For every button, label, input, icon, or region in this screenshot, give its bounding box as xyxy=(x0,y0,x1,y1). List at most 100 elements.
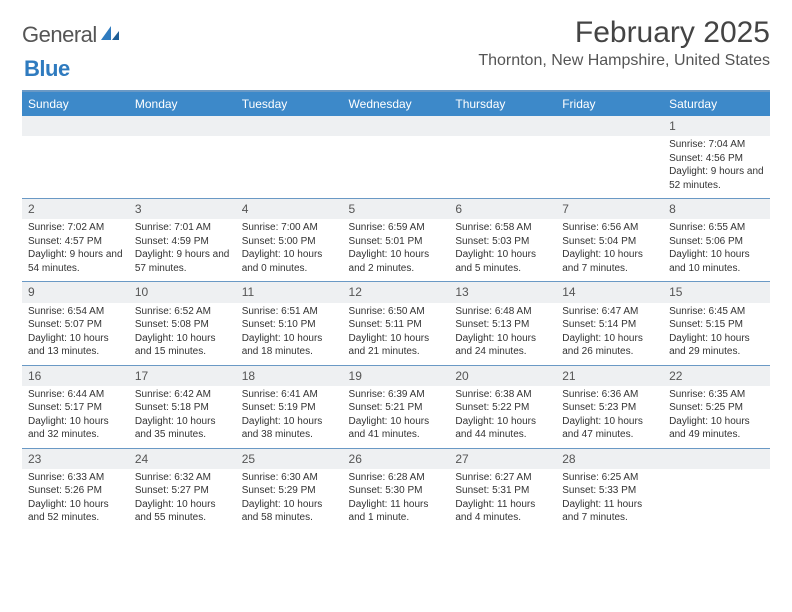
day-detail-line: Sunrise: 6:56 AM xyxy=(562,221,657,235)
day-detail-line: Daylight: 10 hours and 29 minutes. xyxy=(669,332,764,359)
week-number-row: 1 xyxy=(22,116,770,136)
day-detail-line: Sunrise: 6:38 AM xyxy=(455,388,550,402)
day-number-cell: 28 xyxy=(556,448,663,469)
day-detail-line: Sunset: 5:21 PM xyxy=(349,401,444,415)
day-detail-line: Sunset: 5:27 PM xyxy=(135,484,230,498)
day-detail-line: Sunset: 5:11 PM xyxy=(349,318,444,332)
day-detail-line: Daylight: 10 hours and 18 minutes. xyxy=(242,332,337,359)
day-detail-cell xyxy=(343,136,450,199)
day-number-cell: 22 xyxy=(663,365,770,386)
day-detail-cell: Sunrise: 6:54 AMSunset: 5:07 PMDaylight:… xyxy=(22,303,129,366)
day-detail-cell xyxy=(129,136,236,199)
day-number-cell: 20 xyxy=(449,365,556,386)
day-detail-line: Sunrise: 6:25 AM xyxy=(562,471,657,485)
day-number-cell: 25 xyxy=(236,448,343,469)
day-detail-line: Sunrise: 7:04 AM xyxy=(669,138,764,152)
day-number-cell: 21 xyxy=(556,365,663,386)
day-number-cell: 1 xyxy=(663,116,770,136)
col-monday: Monday xyxy=(129,92,236,116)
day-detail-cell: Sunrise: 6:52 AMSunset: 5:08 PMDaylight:… xyxy=(129,303,236,366)
day-detail-line: Sunrise: 7:00 AM xyxy=(242,221,337,235)
day-detail-line: Daylight: 10 hours and 52 minutes. xyxy=(28,498,123,525)
day-detail-cell: Sunrise: 6:27 AMSunset: 5:31 PMDaylight:… xyxy=(449,469,556,531)
day-detail-line: Daylight: 10 hours and 10 minutes. xyxy=(669,248,764,275)
day-detail-line: Sunrise: 6:27 AM xyxy=(455,471,550,485)
day-detail-cell: Sunrise: 7:00 AMSunset: 5:00 PMDaylight:… xyxy=(236,219,343,282)
day-detail-cell: Sunrise: 6:33 AMSunset: 5:26 PMDaylight:… xyxy=(22,469,129,531)
day-number-cell: 15 xyxy=(663,282,770,303)
day-number-cell: 8 xyxy=(663,199,770,220)
day-number-cell: 12 xyxy=(343,282,450,303)
day-detail-line: Sunrise: 7:02 AM xyxy=(28,221,123,235)
day-detail-cell: Sunrise: 6:59 AMSunset: 5:01 PMDaylight:… xyxy=(343,219,450,282)
col-sunday: Sunday xyxy=(22,92,129,116)
week-detail-row: Sunrise: 7:04 AMSunset: 4:56 PMDaylight:… xyxy=(22,136,770,199)
day-detail-cell: Sunrise: 6:55 AMSunset: 5:06 PMDaylight:… xyxy=(663,219,770,282)
day-detail-cell: Sunrise: 6:35 AMSunset: 5:25 PMDaylight:… xyxy=(663,386,770,449)
day-detail-cell xyxy=(449,136,556,199)
day-detail-line: Sunset: 5:08 PM xyxy=(135,318,230,332)
day-number-cell xyxy=(343,116,450,136)
day-number-cell: 3 xyxy=(129,199,236,220)
day-detail-line: Sunrise: 6:45 AM xyxy=(669,305,764,319)
day-detail-line: Daylight: 10 hours and 15 minutes. xyxy=(135,332,230,359)
day-detail-line: Sunset: 5:30 PM xyxy=(349,484,444,498)
day-detail-line: Sunset: 5:26 PM xyxy=(28,484,123,498)
day-detail-cell: Sunrise: 6:50 AMSunset: 5:11 PMDaylight:… xyxy=(343,303,450,366)
col-tuesday: Tuesday xyxy=(236,92,343,116)
day-detail-cell: Sunrise: 6:56 AMSunset: 5:04 PMDaylight:… xyxy=(556,219,663,282)
day-detail-line: Daylight: 10 hours and 58 minutes. xyxy=(242,498,337,525)
day-detail-line: Daylight: 10 hours and 55 minutes. xyxy=(135,498,230,525)
day-detail-cell xyxy=(22,136,129,199)
day-detail-line: Daylight: 10 hours and 26 minutes. xyxy=(562,332,657,359)
day-detail-line: Daylight: 10 hours and 7 minutes. xyxy=(562,248,657,275)
day-detail-line: Sunset: 5:23 PM xyxy=(562,401,657,415)
day-detail-cell: Sunrise: 6:30 AMSunset: 5:29 PMDaylight:… xyxy=(236,469,343,531)
day-detail-line: Daylight: 10 hours and 49 minutes. xyxy=(669,415,764,442)
day-detail-line: Sunrise: 6:51 AM xyxy=(242,305,337,319)
day-detail-line: Sunrise: 6:48 AM xyxy=(455,305,550,319)
day-detail-cell: Sunrise: 6:32 AMSunset: 5:27 PMDaylight:… xyxy=(129,469,236,531)
day-number-cell: 26 xyxy=(343,448,450,469)
calendar-table: Sunday Monday Tuesday Wednesday Thursday… xyxy=(22,92,770,531)
day-detail-line: Sunrise: 6:50 AM xyxy=(349,305,444,319)
day-number-cell: 16 xyxy=(22,365,129,386)
day-detail-cell: Sunrise: 7:04 AMSunset: 4:56 PMDaylight:… xyxy=(663,136,770,199)
day-detail-cell: Sunrise: 6:38 AMSunset: 5:22 PMDaylight:… xyxy=(449,386,556,449)
day-detail-line: Sunset: 5:07 PM xyxy=(28,318,123,332)
day-detail-line: Daylight: 9 hours and 54 minutes. xyxy=(28,248,123,275)
day-detail-cell: Sunrise: 6:58 AMSunset: 5:03 PMDaylight:… xyxy=(449,219,556,282)
day-detail-line: Sunrise: 6:32 AM xyxy=(135,471,230,485)
day-number-cell: 9 xyxy=(22,282,129,303)
day-number-cell: 23 xyxy=(22,448,129,469)
day-detail-cell xyxy=(663,469,770,531)
day-detail-line: Sunset: 5:13 PM xyxy=(455,318,550,332)
day-number-cell xyxy=(663,448,770,469)
day-number-cell: 4 xyxy=(236,199,343,220)
day-detail-line: Sunset: 4:59 PM xyxy=(135,235,230,249)
day-detail-line: Sunset: 5:10 PM xyxy=(242,318,337,332)
day-detail-cell: Sunrise: 6:44 AMSunset: 5:17 PMDaylight:… xyxy=(22,386,129,449)
day-number-cell: 11 xyxy=(236,282,343,303)
calendar-body: 1Sunrise: 7:04 AMSunset: 4:56 PMDaylight… xyxy=(22,116,770,531)
col-wednesday: Wednesday xyxy=(343,92,450,116)
day-detail-line: Sunset: 5:04 PM xyxy=(562,235,657,249)
day-detail-cell: Sunrise: 6:39 AMSunset: 5:21 PMDaylight:… xyxy=(343,386,450,449)
day-detail-line: Sunset: 5:03 PM xyxy=(455,235,550,249)
day-number-cell xyxy=(449,116,556,136)
logo: General xyxy=(22,16,123,48)
day-detail-cell: Sunrise: 6:41 AMSunset: 5:19 PMDaylight:… xyxy=(236,386,343,449)
day-detail-line: Sunrise: 6:42 AM xyxy=(135,388,230,402)
week-detail-row: Sunrise: 6:54 AMSunset: 5:07 PMDaylight:… xyxy=(22,303,770,366)
day-detail-line: Sunrise: 6:41 AM xyxy=(242,388,337,402)
day-detail-line: Daylight: 10 hours and 13 minutes. xyxy=(28,332,123,359)
day-number-cell xyxy=(236,116,343,136)
day-detail-line: Sunrise: 6:35 AM xyxy=(669,388,764,402)
day-number-cell xyxy=(129,116,236,136)
day-detail-line: Daylight: 10 hours and 0 minutes. xyxy=(242,248,337,275)
day-number-cell: 7 xyxy=(556,199,663,220)
day-detail-cell: Sunrise: 6:47 AMSunset: 5:14 PMDaylight:… xyxy=(556,303,663,366)
day-detail-line: Daylight: 10 hours and 44 minutes. xyxy=(455,415,550,442)
day-detail-line: Sunrise: 7:01 AM xyxy=(135,221,230,235)
day-number-cell: 18 xyxy=(236,365,343,386)
